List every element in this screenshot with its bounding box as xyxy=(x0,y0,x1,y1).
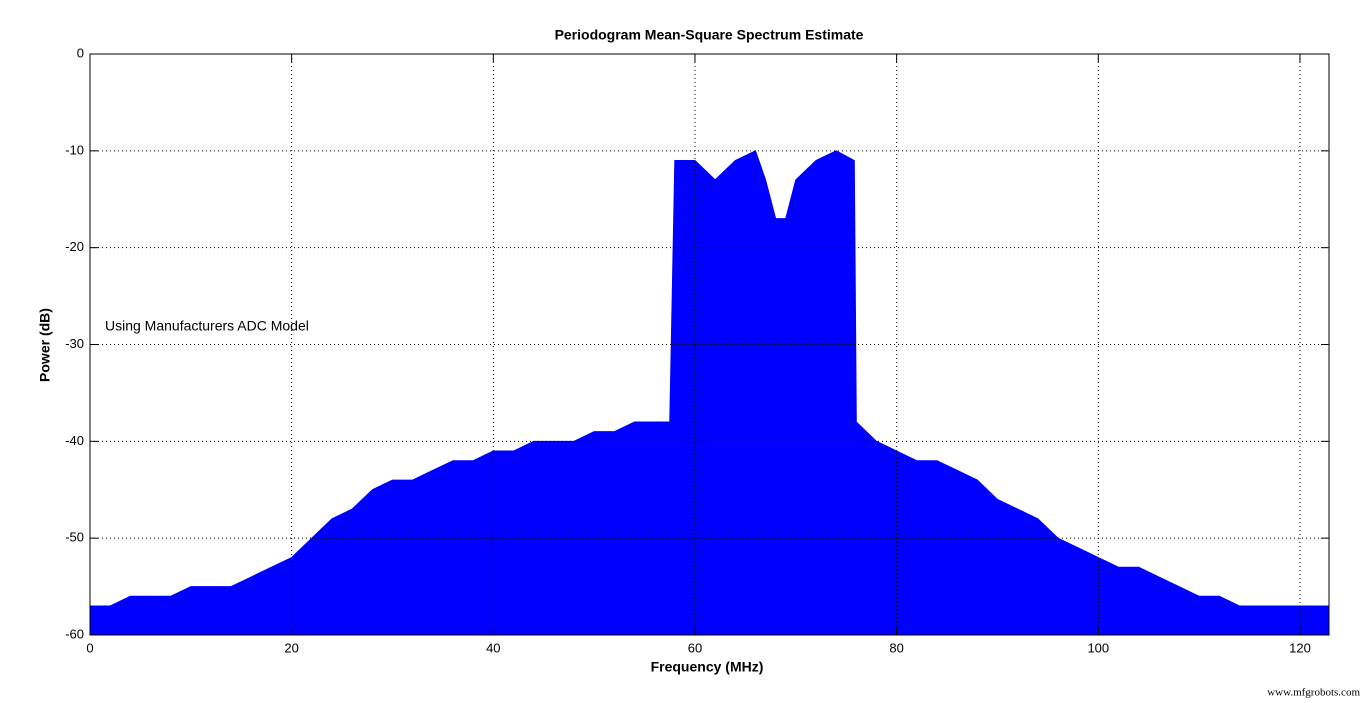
spectrum-area xyxy=(89,150,1330,636)
x-tick-label: 100 xyxy=(1087,640,1109,655)
x-tick-label: 60 xyxy=(688,640,702,655)
annotation: Using Manufacturers ADC Model xyxy=(105,318,309,334)
x-tick-label: 20 xyxy=(284,640,298,655)
x-axis-label: Frequency (MHz) xyxy=(651,659,764,675)
x-tick-label: 120 xyxy=(1289,640,1311,655)
plot-frame xyxy=(89,53,1330,636)
y-tick-label: -10 xyxy=(65,142,84,157)
x-tick-label: 40 xyxy=(486,640,500,655)
y-tick-label: -40 xyxy=(65,433,84,448)
x-tick-label: 80 xyxy=(889,640,903,655)
y-tick-label: -60 xyxy=(65,626,84,641)
y-tick-label: -20 xyxy=(65,239,84,254)
y-axis-label: Power (dB) xyxy=(37,308,53,382)
y-tick-label: 0 xyxy=(77,45,84,60)
y-tick-label: -30 xyxy=(65,336,84,351)
x-tick-label: 0 xyxy=(86,640,93,655)
y-tick-label: -50 xyxy=(65,530,84,545)
chart-title: Periodogram Mean-Square Spectrum Estimat… xyxy=(555,27,864,43)
watermark: www.mfgrobots.com xyxy=(1267,687,1360,699)
